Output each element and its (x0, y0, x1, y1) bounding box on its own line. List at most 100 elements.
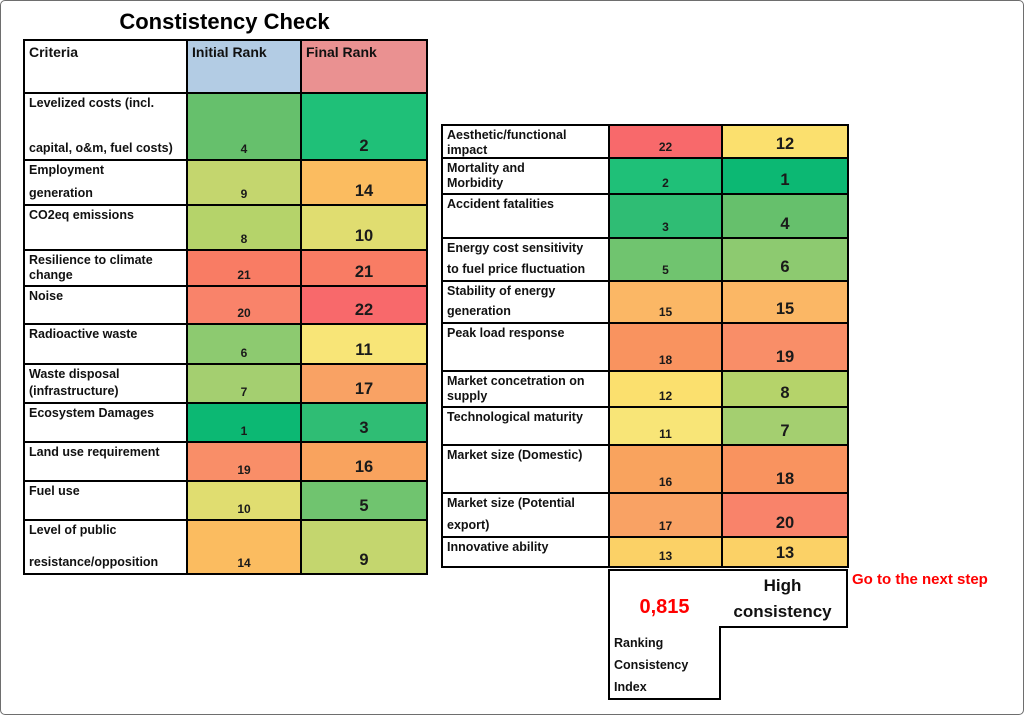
final-rank-cell[interactable]: 18 (723, 446, 849, 494)
table-row: Market concetration on supply 12 8 (443, 372, 849, 408)
initial-rank-cell[interactable]: 22 (610, 126, 723, 159)
criteria-cell[interactable]: Level of public resistance/opposition (25, 521, 188, 575)
final-rank-cell[interactable]: 19 (723, 324, 849, 372)
final-rank-cell[interactable]: 21 (302, 251, 428, 287)
final-rank-cell[interactable]: 7 (723, 408, 849, 446)
final-rank-cell[interactable]: 4 (723, 195, 849, 239)
final-rank-cell[interactable]: 22 (302, 287, 428, 325)
initial-rank-cell[interactable]: 11 (610, 408, 723, 446)
final-rank-cell[interactable]: 6 (723, 239, 849, 282)
criteria-cell[interactable]: Radioactive waste (25, 325, 188, 365)
table-row: Levelized costs (incl. capital, o&m, fuel… (25, 94, 428, 161)
criteria-cell[interactable]: Stability of energy generation (443, 282, 610, 324)
table-row: Market size (Domestic) 16 18 (443, 446, 849, 494)
final-rank-cell[interactable]: 11 (302, 325, 428, 365)
final-rank-cell[interactable]: 1 (723, 159, 849, 195)
final-rank-cell[interactable]: 10 (302, 206, 428, 251)
criteria-cell[interactable]: Fuel use (25, 482, 188, 521)
table-header-row: Criteria Initial Rank Final Rank (25, 41, 428, 94)
table-row: Noise 20 22 (25, 287, 428, 325)
criteria-cell[interactable]: Noise (25, 287, 188, 325)
initial-rank-cell[interactable]: 13 (610, 538, 723, 568)
criteria-cell[interactable]: Waste disposal (infrastructure) (25, 365, 188, 404)
final-rank-cell[interactable]: 3 (302, 404, 428, 443)
initial-rank-cell[interactable]: 18 (610, 324, 723, 372)
table-row: CO2eq emissions 8 10 (25, 206, 428, 251)
ranking-consistency-index-label[interactable]: Ranking Consistency Index (608, 626, 721, 700)
initial-rank-cell[interactable]: 16 (610, 446, 723, 494)
criteria-cell[interactable]: Market concetration on supply (443, 372, 610, 408)
table-row: Technological maturity 11 7 (443, 408, 849, 446)
table-row: Waste disposal (infrastructure) 7 17 (25, 365, 428, 404)
table-row: Mortality and Morbidity 2 1 (443, 159, 849, 195)
initial-rank-cell[interactable]: 6 (188, 325, 302, 365)
criteria-header[interactable]: Criteria (25, 41, 188, 94)
criteria-cell[interactable]: CO2eq emissions (25, 206, 188, 251)
initial-rank-cell[interactable]: 12 (610, 372, 723, 408)
initial-rank-cell[interactable]: 17 (610, 494, 723, 538)
table-row: Fuel use 10 5 (25, 482, 428, 521)
final-rank-cell[interactable]: 15 (723, 282, 849, 324)
criteria-cell[interactable]: Aesthetic/functional impact (443, 126, 610, 159)
initial-rank-cell[interactable]: 21 (188, 251, 302, 287)
final-rank-cell[interactable]: 17 (302, 365, 428, 404)
final-rank-cell[interactable]: 16 (302, 443, 428, 482)
initial-rank-cell[interactable]: 5 (610, 239, 723, 282)
initial-rank-cell[interactable]: 4 (188, 94, 302, 161)
final-rank-cell[interactable]: 20 (723, 494, 849, 538)
initial-rank-cell[interactable]: 15 (610, 282, 723, 324)
table-row: Resilience to climate change 21 21 (25, 251, 428, 287)
final-rank-cell[interactable]: 8 (723, 372, 849, 408)
table-row: Land use requirement 19 16 (25, 443, 428, 482)
final-rank-cell[interactable]: 12 (723, 126, 849, 159)
initial-rank-cell[interactable]: 8 (188, 206, 302, 251)
initial-rank-cell[interactable]: 2 (610, 159, 723, 195)
initial-rank-cell[interactable]: 10 (188, 482, 302, 521)
initial-rank-cell[interactable]: 3 (610, 195, 723, 239)
criteria-cell[interactable]: Accident fatalities (443, 195, 610, 239)
table-row: Stability of energy generation 15 15 (443, 282, 849, 324)
table-row: Accident fatalities 3 4 (443, 195, 849, 239)
table-row: Innovative ability 13 13 (443, 538, 849, 568)
criteria-cell[interactable]: Market size (Potential export) (443, 494, 610, 538)
next-step-annotation: Go to the next step (852, 571, 988, 588)
consistency-verdict-cell[interactable]: High consistency (719, 569, 848, 628)
table-row: Market size (Potential export) 17 20 (443, 494, 849, 538)
page-title: Constistency Check (119, 9, 330, 34)
criteria-cell[interactable]: Resilience to climate change (25, 251, 188, 287)
ranking-consistency-index-value[interactable]: 0,815 (608, 569, 721, 628)
final-rank-cell[interactable]: 2 (302, 94, 428, 161)
criteria-cell[interactable]: Ecosystem Damages (25, 404, 188, 443)
final-rank-cell[interactable]: 9 (302, 521, 428, 575)
table-row: Aesthetic/functional impact 22 12 (443, 126, 849, 159)
criteria-cell[interactable]: Innovative ability (443, 538, 610, 568)
initial-rank-header[interactable]: Initial Rank (188, 41, 302, 94)
table-row: Radioactive waste 6 11 (25, 325, 428, 365)
initial-rank-cell[interactable]: 19 (188, 443, 302, 482)
final-rank-cell[interactable]: 14 (302, 161, 428, 206)
final-rank-cell[interactable]: 13 (723, 538, 849, 568)
table-row: Ecosystem Damages 1 3 (25, 404, 428, 443)
initial-rank-cell[interactable]: 20 (188, 287, 302, 325)
criteria-cell[interactable]: Market size (Domestic) (443, 446, 610, 494)
table-row: Peak load response 18 19 (443, 324, 849, 372)
criteria-cell[interactable]: Energy cost sensitivity to fuel price flu… (443, 239, 610, 282)
criteria-cell[interactable]: Employment generation (25, 161, 188, 206)
criteria-cell[interactable]: Levelized costs (incl. capital, o&m, fuel… (25, 94, 188, 161)
initial-rank-cell[interactable]: 1 (188, 404, 302, 443)
initial-rank-cell[interactable]: 14 (188, 521, 302, 575)
table-row: Employment generation 9 14 (25, 161, 428, 206)
left-ranking-table: Criteria Initial Rank Final Rank Leveliz… (23, 39, 428, 575)
criteria-cell[interactable]: Mortality and Morbidity (443, 159, 610, 195)
final-rank-header[interactable]: Final Rank (302, 41, 428, 94)
table-row: Level of public resistance/opposition 14 9 (25, 521, 428, 575)
initial-rank-cell[interactable]: 9 (188, 161, 302, 206)
final-rank-cell[interactable]: 5 (302, 482, 428, 521)
initial-rank-cell[interactable]: 7 (188, 365, 302, 404)
criteria-cell[interactable]: Technological maturity (443, 408, 610, 446)
criteria-cell[interactable]: Peak load response (443, 324, 610, 372)
right-ranking-table: Aesthetic/functional impact 22 12 Mortality … (441, 124, 849, 568)
table-row: Energy cost sensitivity to fuel price flu… (443, 239, 849, 282)
criteria-cell[interactable]: Land use requirement (25, 443, 188, 482)
